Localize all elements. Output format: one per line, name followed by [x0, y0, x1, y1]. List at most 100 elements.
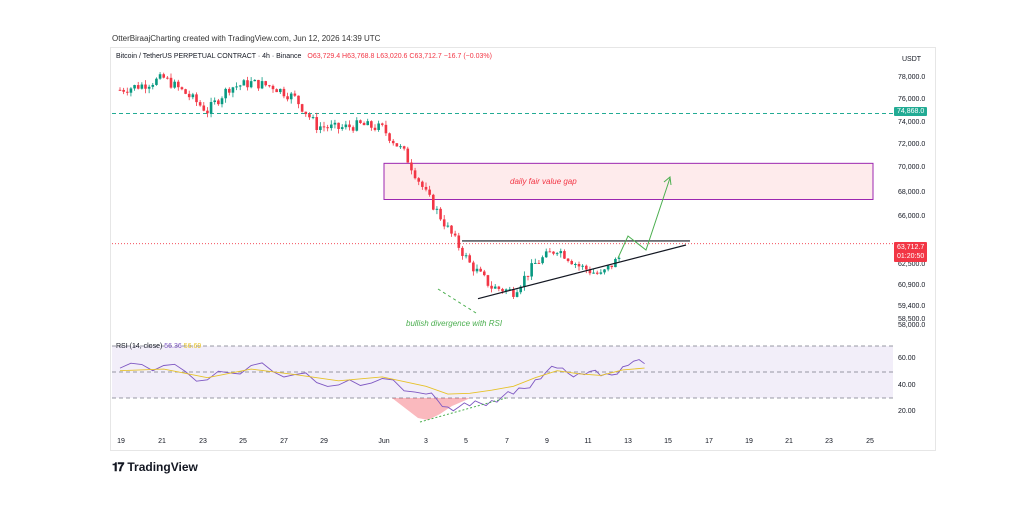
candle-body [402, 146, 406, 149]
divergence-label: bullish divergence with RSI [406, 319, 503, 328]
candle-body [559, 251, 563, 254]
candle-body [133, 85, 136, 89]
symbol-name[interactable]: Bitcoin / TetherUS PERPETUAL CONTRACT · … [116, 53, 302, 60]
candle-body [319, 126, 322, 130]
candle-body [552, 251, 555, 254]
candle-body [213, 100, 217, 103]
candle-body [278, 88, 282, 93]
candle-body [187, 93, 191, 98]
candle-body [450, 225, 453, 234]
candle-body [340, 127, 344, 129]
candle-body [610, 265, 614, 268]
candle-body [118, 89, 122, 91]
time-tick: 19 [745, 438, 753, 445]
candle-body [570, 260, 574, 265]
candle-body [548, 251, 552, 253]
candle-body [155, 78, 158, 85]
candle-body [617, 257, 621, 259]
level-badge: 74,868.0 [894, 107, 928, 116]
candle-body [136, 85, 140, 89]
candle-body [275, 89, 278, 93]
candle-body [311, 117, 315, 119]
candle-body [359, 120, 362, 123]
candle-body [286, 96, 289, 100]
projection-arrowhead [663, 176, 672, 186]
candle-body [475, 268, 479, 272]
tradingview-mark-icon: 𝟏𝟕 [112, 460, 124, 474]
currency-label: USDT [902, 56, 922, 63]
candle-body [300, 104, 304, 112]
candle-body [129, 88, 133, 93]
candle-body [537, 262, 541, 264]
candle-body [238, 85, 242, 87]
last-price-value: 63,712.7 [897, 244, 925, 251]
candle-body [380, 123, 384, 125]
candle-body [166, 77, 169, 79]
candle-body [406, 148, 410, 163]
price-tick: 60,900.0 [898, 282, 926, 289]
candle-body [446, 225, 450, 227]
candle-body [599, 272, 603, 274]
candle-body [253, 79, 257, 82]
price-tick: 74,000.0 [898, 119, 926, 126]
price-tick: 72,000.0 [898, 141, 926, 148]
candle-body [603, 269, 606, 273]
candle-body [457, 235, 461, 248]
candle-body [235, 86, 238, 88]
candle-body [523, 275, 526, 287]
ohlc-change: −16.7 (−0.03%) [443, 53, 492, 60]
time-tick: 29 [320, 438, 328, 445]
time-tick: 11 [584, 438, 592, 445]
time-tick: 3 [424, 438, 428, 445]
candle-body [606, 265, 610, 270]
rsi-ma-value: 56.69 [183, 343, 202, 350]
price-tick: 59,400.0 [898, 303, 926, 310]
ohlc-close: C63,712.7 [409, 53, 442, 60]
candle-body [533, 262, 537, 264]
candle-body [176, 81, 180, 88]
candle-body [308, 114, 311, 118]
candle-body [315, 117, 319, 130]
candle-body [329, 124, 333, 129]
candle-body [289, 93, 293, 100]
price-tick: 66,000.0 [898, 213, 926, 220]
symbol-header: Bitcoin / TetherUS PERPETUAL CONTRACT · … [116, 53, 492, 60]
price-tick: 78,000.0 [898, 74, 926, 81]
fair-value-gap-box [383, 162, 874, 200]
rsi-oversold-fill [392, 398, 470, 420]
candle-body [264, 81, 268, 86]
time-tick: 21 [158, 438, 166, 445]
candle-body [563, 251, 566, 259]
candle-body [370, 121, 373, 128]
candle-body [246, 80, 249, 88]
rsi-ma-line [119, 367, 645, 395]
time-tick: 19 [117, 438, 125, 445]
fvg-label: daily fair value gap [510, 177, 577, 186]
candle-body [282, 88, 286, 97]
time-tick: 23 [825, 438, 833, 445]
candle-body [468, 255, 472, 263]
candle-body [373, 127, 377, 130]
candle-body [421, 181, 424, 187]
candle-body [464, 255, 468, 257]
price-tick: 58,000.0 [898, 322, 926, 329]
candle-body [555, 253, 559, 255]
time-tick: 13 [624, 438, 632, 445]
candle-body [260, 81, 264, 89]
candle-body [227, 88, 231, 93]
candle-body [162, 74, 166, 78]
price-tick: 70,000.0 [898, 164, 926, 171]
candle-body [519, 286, 523, 293]
rsi-legend: RSI (14, close) 56.36 56.69 [116, 343, 201, 350]
candle-body [530, 263, 533, 277]
candle-body [202, 105, 206, 111]
ohlc-low: L63,020.6 [376, 53, 408, 60]
candle-body [322, 126, 326, 128]
price-tick: 62,500.0 [898, 261, 926, 268]
time-tick: 25 [866, 438, 874, 445]
time-tick: 7 [505, 438, 509, 445]
ohlc-high: H63,768.8 [342, 53, 375, 60]
tradingview-logo: 𝟏𝟕 TradingView [112, 460, 198, 475]
candle-body [198, 102, 202, 106]
